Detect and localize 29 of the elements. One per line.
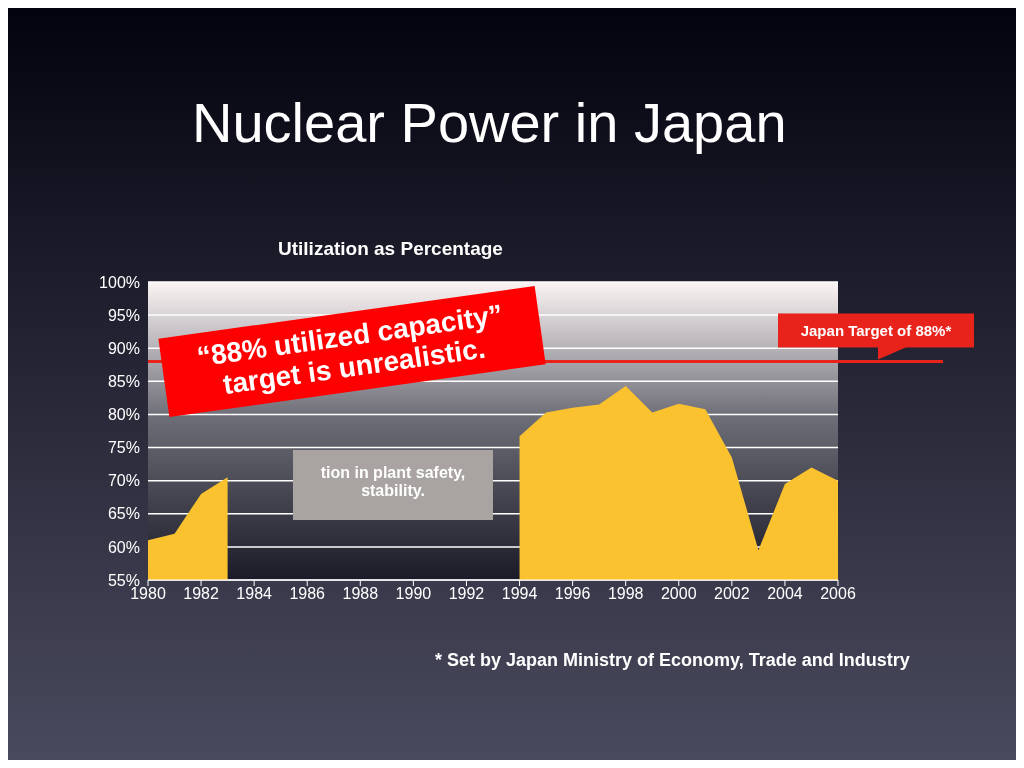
annotation: “88% utilized capacity” target is unrealistic. [158, 285, 546, 417]
x-tick-label: 2002 [714, 585, 750, 603]
ref-line-label: Japan Target of 88%* [800, 322, 952, 340]
note-box: tion in plant safety, stability. [293, 450, 493, 520]
y-tick-label: 80% [107, 406, 140, 424]
y-tick-label: 70% [107, 472, 140, 490]
x-tick-label: 1992 [448, 585, 485, 603]
x-tick-label: 2004 [767, 585, 803, 603]
x-tick-label: 1984 [236, 585, 273, 603]
chart-title: Nuclear Power in Japan [192, 90, 787, 155]
text: * Set by Japan Ministry of Economy, Trade and Industry [435, 650, 910, 671]
x-tick-label: 1994 [501, 585, 538, 603]
x-tick-label: 1998 [607, 585, 644, 603]
x-tick-label: 1986 [289, 585, 326, 603]
x-tick-label: 2006 [820, 585, 856, 603]
x-tick-label: 1990 [395, 585, 432, 603]
x-tick-label: 1980 [130, 585, 166, 603]
x-tick-label: 1988 [342, 585, 379, 603]
y-tick-label: 95% [107, 306, 140, 324]
x-tick-label: 1996 [554, 585, 591, 603]
x-tick-label: 1982 [183, 585, 219, 603]
x-tick-label: 2000 [660, 585, 697, 603]
y-tick-label: 75% [107, 439, 140, 457]
y-tick-label: 65% [107, 505, 140, 523]
y-tick-label: 85% [107, 373, 140, 391]
y-tick-label: 100% [99, 273, 140, 291]
y-tick-label: 60% [107, 538, 140, 556]
y-tick-label: 90% [107, 339, 140, 357]
chart-subtitle: Utilization as Percentage [278, 238, 503, 260]
